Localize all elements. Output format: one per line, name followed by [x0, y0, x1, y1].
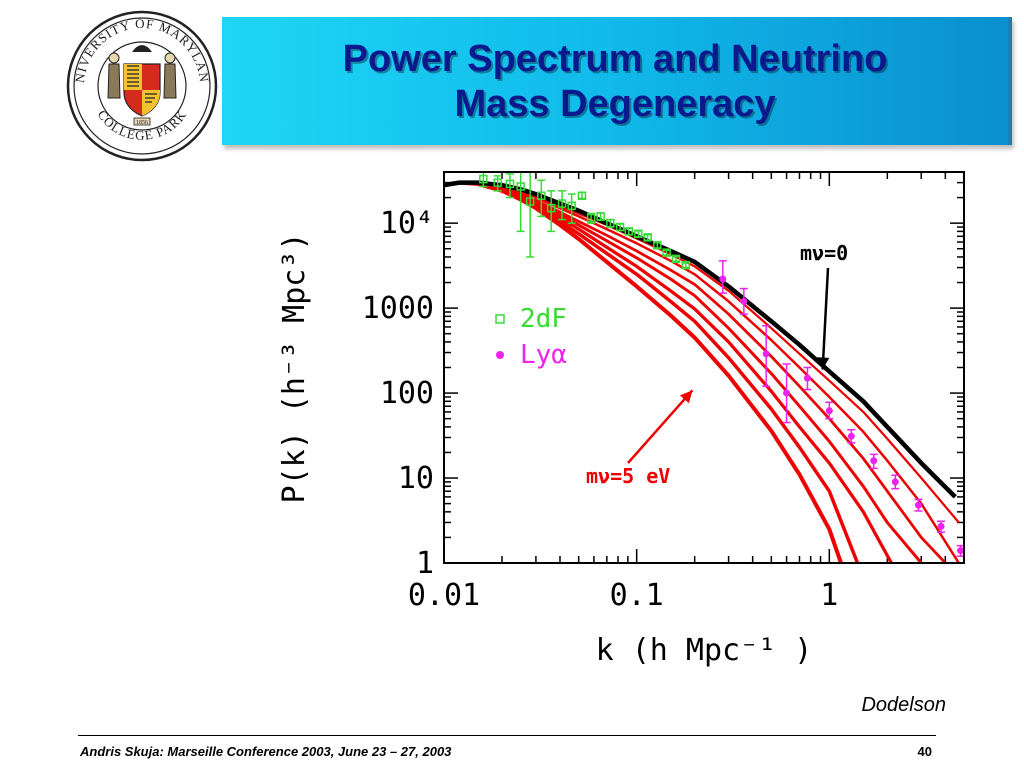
y-tick-label: 1 [416, 546, 434, 581]
Lyα-point [847, 432, 855, 440]
y-tick-label: 10 [398, 461, 434, 496]
footer-divider [78, 735, 936, 736]
2dF-point [634, 229, 643, 239]
legend-label: Lyα [520, 340, 567, 370]
2dF-point [586, 213, 596, 223]
power-spectrum-chart: 0.01 0.1 1 1 10 100 1000 10⁴ k (h Mpc⁻¹ ) P(k) … [277, 171, 965, 668]
Lyα-point [783, 389, 791, 397]
page-title: Power Spectrum and Neutrino Mass Degener… [222, 37, 1008, 127]
arrowhead [679, 390, 693, 404]
Lyα-point [762, 350, 770, 358]
annotation-m5: mν=5 eV [586, 464, 670, 488]
2dF-point [606, 218, 615, 228]
2dF-point [537, 191, 546, 201]
y-tick-label: 1000 [362, 291, 434, 326]
2dF-point [681, 260, 691, 270]
annotation-m0: mν=0 [800, 241, 848, 265]
2dF-point [505, 179, 515, 189]
x-tick-label: 0.01 [408, 578, 480, 613]
annotation-m5-arrow [627, 389, 694, 464]
title-banner: Power Spectrum and Neutrino Mass Degener… [222, 17, 1012, 145]
seal-year: 1856 [136, 120, 148, 126]
legend-label: 2dF [520, 304, 567, 334]
series-line-7 [444, 180, 843, 563]
2dF-point [596, 212, 605, 221]
2dF-point [577, 191, 587, 201]
university-seal-icon: UNIVERSITY OF MARYLAND COLLEGE PARK 1856 [57, 0, 222, 166]
page-number: 40 [917, 744, 932, 759]
x-axis-label: k (h Mpc⁻¹ ) [596, 633, 813, 668]
arrowhead [817, 357, 830, 370]
y-tick-label: 100 [380, 376, 434, 411]
x-tick-label: 1 [820, 578, 838, 613]
legend-marker-lya [496, 351, 504, 359]
2dF-point [546, 203, 556, 213]
y-tick-label: 10⁴ [380, 206, 434, 241]
2dF-point [525, 197, 535, 206]
Lyα-point [740, 297, 748, 305]
legend-marker-2df [495, 314, 505, 324]
2dF-point [653, 240, 662, 250]
2dF-point [624, 227, 634, 236]
credit-text: Dodelson [861, 694, 946, 716]
series-line-2 [444, 181, 960, 563]
Lyα-point [957, 547, 964, 555]
annotation-m0-arrow [821, 267, 830, 370]
2dF-point [671, 254, 681, 264]
series-line-3 [444, 181, 947, 563]
Lyα-point [825, 407, 833, 415]
2dF-point [567, 201, 576, 211]
series-line-5 [444, 180, 893, 563]
2dF-point [479, 174, 488, 184]
series-line-4 [444, 181, 923, 563]
2dF-point [662, 248, 671, 257]
2dF-point [557, 199, 567, 208]
Lyα-point [937, 522, 945, 530]
title-line-1: Power Spectrum and Neutrino [342, 38, 888, 80]
y-axis-label: P(k) (h⁻³ Mpc³) [277, 233, 312, 504]
2dF-point [516, 182, 525, 191]
Lyα-point [719, 275, 727, 283]
Lyα-point [914, 501, 922, 509]
plot-frame [443, 171, 965, 564]
Lyα-point [870, 457, 878, 465]
x-tick-label: 0.1 [610, 578, 664, 613]
2dF-point [643, 233, 652, 242]
2dF-point [615, 222, 625, 232]
Lyα-point [803, 374, 811, 382]
footer-text: Andris Skuja: Marseille Conference 2003,… [80, 744, 452, 759]
seal-graphic: UNIVERSITY OF MARYLAND COLLEGE PARK 1856 [57, 0, 218, 162]
title-line-2: Mass Degeneracy [454, 83, 776, 125]
2dF-point [493, 178, 502, 187]
Lyα-point [891, 478, 899, 486]
